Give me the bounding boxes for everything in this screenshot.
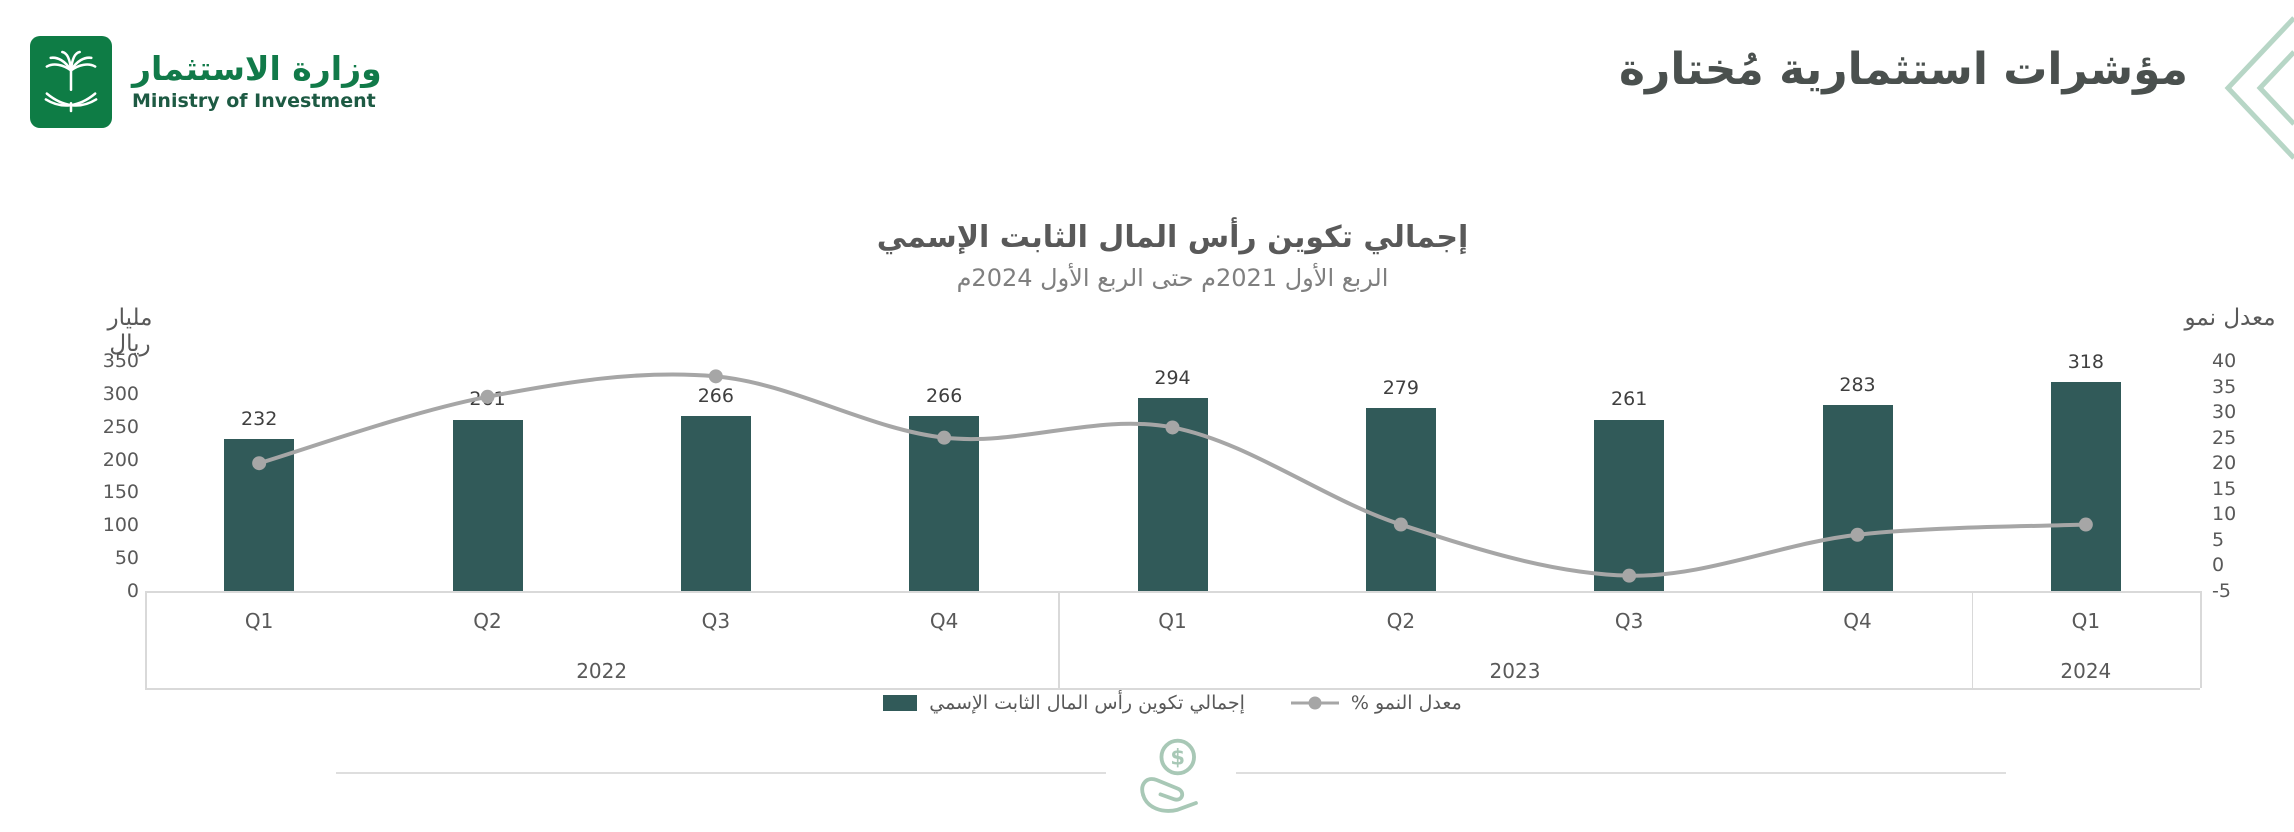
year-label: 2022 xyxy=(576,659,628,683)
right-axis-tick: 10 xyxy=(2212,503,2237,526)
left-axis-tick: 200 xyxy=(102,448,139,471)
bar-value-label: 261 xyxy=(1611,388,1648,411)
page-title: مؤشرات استثمارية مُختارة xyxy=(1619,44,2188,95)
axis-frame-line xyxy=(145,688,2200,690)
svg-text:$: $ xyxy=(1170,745,1185,770)
bar xyxy=(1594,419,1665,591)
bar-value-label: 266 xyxy=(926,385,963,408)
line-series-label: معدل النمو % xyxy=(1350,692,1462,714)
growth-line-marker xyxy=(252,456,267,471)
right-axis-tick: 35 xyxy=(2212,375,2237,398)
left-axis-tick: 250 xyxy=(102,415,139,438)
right-axis-tick: 25 xyxy=(2212,426,2237,449)
axis-separator-line xyxy=(145,591,147,688)
saudi-emblem-icon xyxy=(30,36,112,128)
right-axis-unit-label: معدل نمو xyxy=(2184,305,2276,331)
bar-series-label: إجمالي تكوين رأس المال الثابت الإسمي xyxy=(929,692,1245,714)
axis-separator-line xyxy=(2200,591,2202,688)
bar xyxy=(680,416,751,591)
left-axis-tick: 0 xyxy=(126,580,139,602)
growth-line-marker xyxy=(1393,517,1408,532)
right-axis-tick: -5 xyxy=(2212,580,2231,602)
chart-subtitle: الربع الأول 2021م حتى الربع الأول 2024م xyxy=(956,264,1389,292)
chevron-decoration-icon xyxy=(2224,16,2294,160)
quarter-label: Q1 xyxy=(1158,609,1187,633)
axis-separator-line xyxy=(1058,591,1060,688)
left-axis-tick: 100 xyxy=(102,514,139,537)
left-axis-tick: 50 xyxy=(114,547,139,570)
bar-value-label: 294 xyxy=(1154,366,1191,389)
plot-area: 232261266266294279261283318 xyxy=(145,351,2200,591)
left-axis-tick: 300 xyxy=(102,382,139,405)
right-axis-tick: 0 xyxy=(2212,554,2225,577)
left-axis-tick: 150 xyxy=(102,481,139,504)
bar-value-label: 283 xyxy=(1839,374,1876,397)
quarter-label: Q2 xyxy=(473,609,502,633)
right-axis-tick: 5 xyxy=(2212,528,2225,551)
bar-series-swatch xyxy=(883,695,918,711)
growth-line-marker xyxy=(708,369,723,384)
growth-line-path xyxy=(258,372,2086,578)
hand-coin-icon: $ xyxy=(1124,734,1220,830)
footer-divider-left xyxy=(336,772,1106,774)
growth-line-marker xyxy=(2078,517,2093,532)
growth-line-marker xyxy=(937,430,952,445)
bar xyxy=(452,419,523,591)
bar-value-label: 266 xyxy=(697,385,734,408)
bar xyxy=(2050,382,2121,591)
year-label: 2024 xyxy=(2060,659,2112,683)
ministry-logo-text: وزارة الاستثمار Ministry of Investment xyxy=(132,48,382,113)
bar xyxy=(1365,407,1436,591)
ministry-logo: وزارة الاستثمار Ministry of Investment xyxy=(30,36,382,128)
ministry-name-arabic: وزارة الاستثمار xyxy=(132,48,382,88)
growth-line-series xyxy=(252,369,2093,583)
line-series-marker-icon xyxy=(1290,696,1339,710)
left-axis-unit-label: مليار ريال xyxy=(107,305,153,357)
bar xyxy=(909,416,980,591)
legend: إجمالي تكوين رأس المال الثابت الإسمي معد… xyxy=(145,692,2200,714)
quarter-label: Q2 xyxy=(1386,609,1416,633)
ministry-name-english: Ministry of Investment xyxy=(132,90,376,113)
right-axis-tick: 30 xyxy=(2212,401,2237,424)
bar-value-label: 232 xyxy=(241,407,278,430)
chart-title: إجمالي تكوين رأس المال الثابت الإسمي xyxy=(876,220,1469,255)
bar-value-label: 318 xyxy=(2067,351,2104,374)
growth-line-marker xyxy=(480,389,495,404)
quarter-label: Q3 xyxy=(1614,609,1644,633)
legend-item-line: معدل النمو % xyxy=(1290,692,1462,714)
legend-item-bars: إجمالي تكوين رأس المال الثابت الإسمي xyxy=(883,692,1245,714)
quarter-label: Q1 xyxy=(244,609,274,633)
right-axis-tick: 15 xyxy=(2212,477,2237,500)
growth-line-marker xyxy=(1622,568,1637,583)
quarter-label: Q1 xyxy=(2071,609,2101,633)
bar-value-label: 279 xyxy=(1382,376,1419,399)
quarter-label: Q4 xyxy=(929,609,959,633)
right-axis-tick: 40 xyxy=(2212,350,2237,372)
year-label: 2023 xyxy=(1489,659,1541,683)
axis-separator-line xyxy=(1971,591,1974,688)
axis-frame-line xyxy=(145,591,2200,593)
bar xyxy=(1822,405,1893,591)
growth-line-marker xyxy=(1165,420,1180,435)
right-axis-tick: 20 xyxy=(2212,452,2237,475)
growth-line-marker xyxy=(1850,527,1865,542)
footer-divider-right xyxy=(1236,772,2006,774)
quarter-label: Q3 xyxy=(701,609,731,633)
left-axis-tick: 350 xyxy=(102,350,139,372)
quarter-label: Q4 xyxy=(1843,609,1872,633)
